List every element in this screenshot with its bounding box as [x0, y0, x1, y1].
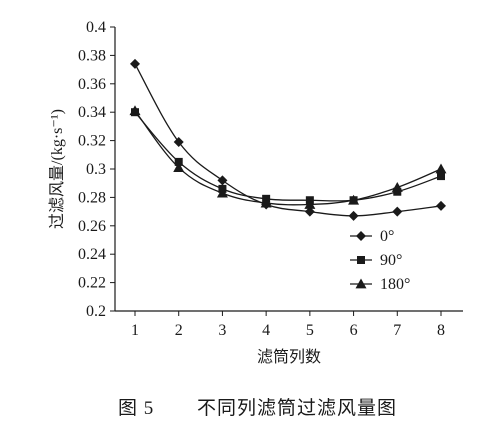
- data-point: [348, 194, 360, 205]
- x-tick-label: 2: [175, 322, 183, 339]
- y-tick-label: 0.2: [86, 303, 106, 320]
- x-tick-label: 5: [306, 322, 314, 339]
- y-tick-label: 0.38: [78, 47, 106, 64]
- data-point: [260, 197, 272, 208]
- data-point: [435, 163, 447, 174]
- figure-caption-label: 图 5: [118, 398, 154, 419]
- series-lines: [129, 58, 447, 221]
- x-tick-label: 7: [393, 322, 401, 339]
- data-point: [437, 172, 445, 181]
- data-point: [348, 210, 359, 221]
- y-tick-label: 0.28: [78, 189, 106, 206]
- x-tick-label: 3: [218, 322, 226, 339]
- x-tick-label: 8: [437, 322, 445, 339]
- legend-item: 0°: [350, 228, 394, 245]
- legend-marker: [355, 278, 367, 289]
- data-point: [392, 206, 403, 217]
- data-point: [173, 162, 185, 172]
- y-tick-label: 0.4: [86, 19, 106, 36]
- y-tick-label: 0.34: [78, 104, 106, 121]
- data-point: [130, 58, 140, 69]
- series-diamond: [130, 58, 446, 221]
- series-triangle: [129, 105, 447, 209]
- data-point: [304, 206, 315, 217]
- y-tick-label: 0.24: [78, 246, 106, 263]
- legend-label: 180°: [380, 276, 410, 293]
- data-point: [216, 187, 228, 198]
- y-tick-label: 0.36: [78, 76, 106, 93]
- data-point: [217, 175, 228, 186]
- legend-label: 0°: [380, 228, 394, 245]
- y-tick-label: 0.26: [78, 218, 106, 235]
- data-point: [436, 200, 446, 211]
- legend-item: 180°: [350, 276, 410, 293]
- legend-item: 90°: [350, 252, 402, 269]
- axes: [110, 26, 463, 316]
- figure-caption-text: 不同列滤筒过滤风量图: [197, 397, 397, 419]
- data-point: [129, 105, 141, 116]
- legend-marker: [356, 231, 366, 241]
- data-point: [391, 181, 403, 192]
- x-tick-label: 4: [262, 322, 270, 339]
- y-tick-label: 0.3: [86, 161, 106, 178]
- x-axis-title: 滤筒列数: [257, 348, 321, 366]
- data-point: [173, 137, 184, 148]
- y-axis-title: 过滤风量/(kg·s⁻¹): [48, 109, 66, 229]
- x-tick-label: 1: [131, 322, 139, 339]
- x-tick-label: 6: [350, 322, 358, 339]
- tick-labels: 0.2 0.22 0.24 0.26 0.28 0.3 0.32 0.34 0.36 0.38 0.…: [78, 19, 445, 339]
- legend: 0° 90° 180°: [350, 228, 410, 293]
- data-point: [304, 199, 316, 209]
- legend-marker: [357, 256, 365, 264]
- legend-label: 90°: [380, 252, 402, 269]
- data-point: [174, 157, 183, 166]
- y-tick-label: 0.32: [78, 133, 106, 150]
- y-tick-label: 0.22: [78, 275, 106, 292]
